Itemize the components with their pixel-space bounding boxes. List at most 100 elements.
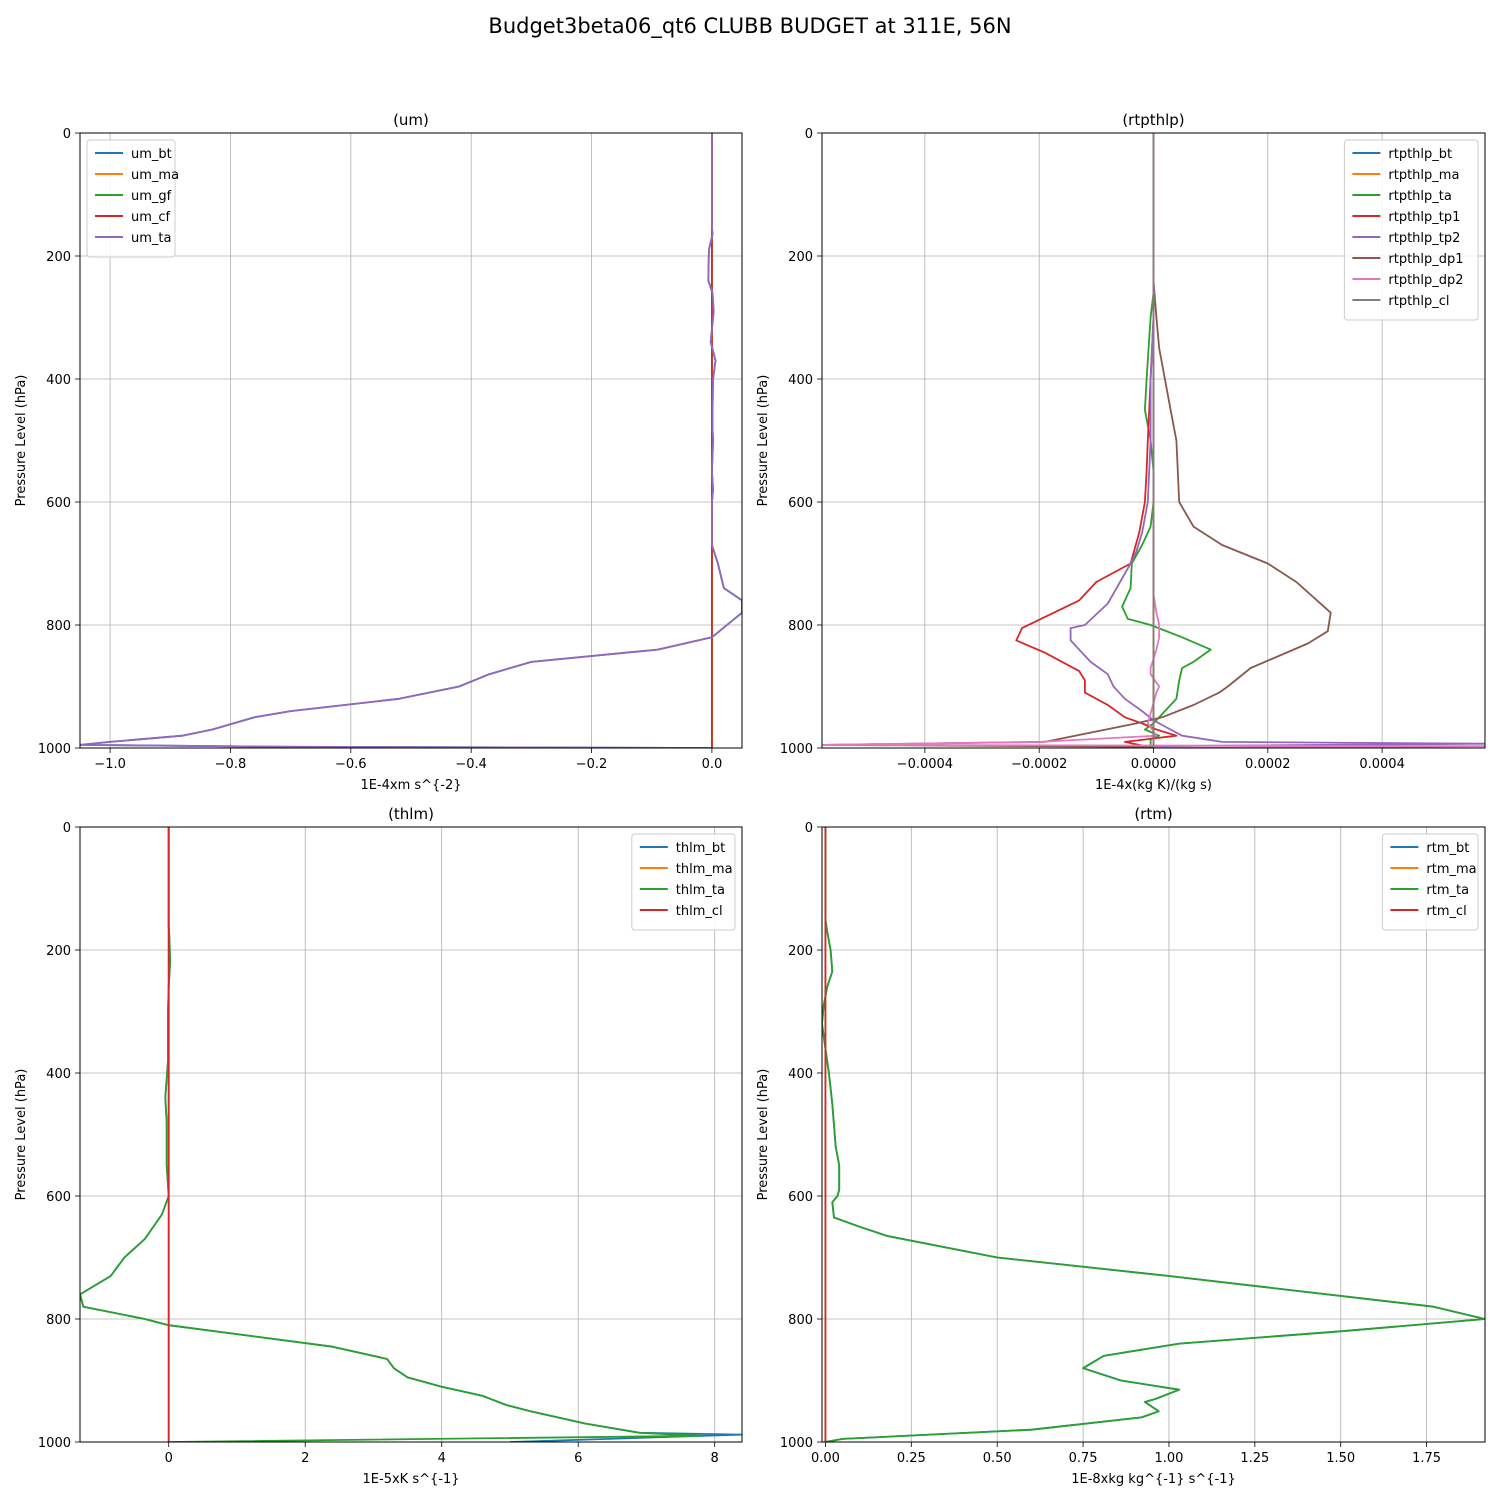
legend-label: rtm_ma <box>1426 862 1476 877</box>
x-axis-label: 1E-8xkg kg^{-1} s^{-1} <box>1071 1472 1236 1487</box>
legend: rtpthlp_bt rtpthlp_ma rtpthlp_ta rtpthlp_tp… <box>1343 139 1479 321</box>
y-axis-label: Pressure Level (hPa) <box>14 1069 29 1201</box>
legend-frame <box>1381 833 1479 931</box>
legend-label: thlm_bt <box>676 841 725 856</box>
series-group <box>822 827 1485 1442</box>
x-tick-label: 1.50 <box>1326 1451 1355 1466</box>
legend-frame <box>631 833 736 931</box>
legend-label: rtm_cl <box>1426 904 1466 919</box>
x-tick-label: 0.0000 <box>1131 757 1177 772</box>
y-axis-label: Pressure Level (hPa) <box>756 375 771 507</box>
series-line-um_ta <box>80 133 742 748</box>
x-tick-label: 0.0002 <box>1245 757 1291 772</box>
series-line-rtm_ta <box>822 827 1485 1442</box>
series-line-rtpthlp_tp2 <box>1069 133 1485 748</box>
legend-frame <box>86 139 176 258</box>
series-group <box>822 133 1485 748</box>
x-tick-label: −0.6 <box>335 757 367 772</box>
x-tick-label: −1.0 <box>94 757 126 772</box>
y-tick-label: 1000 <box>38 1436 71 1451</box>
x-tick-label: 2 <box>301 1451 309 1466</box>
x-tick-label: −0.4 <box>455 757 487 772</box>
axes-frame <box>79 132 743 749</box>
panel-title: (rtm) <box>1134 805 1172 823</box>
legend-label: rtpthlp_ta <box>1388 189 1451 204</box>
series-line-um_bt <box>80 133 742 748</box>
series-line-rtpthlp_ta <box>1121 133 1212 748</box>
y-tick-label: 200 <box>46 250 71 265</box>
legend-label: thlm_ma <box>676 862 733 877</box>
y-tick-label: 0 <box>805 821 813 836</box>
legend-label: um_ta <box>131 231 171 246</box>
legend: thlm_bt thlm_ma thlm_ta thlm_cl <box>631 833 736 931</box>
x-tick-label: 0.0 <box>702 757 723 772</box>
panel-title: (thlm) <box>388 805 434 823</box>
legend-label: rtpthlp_ma <box>1388 168 1459 183</box>
y-tick-label: 400 <box>788 1067 813 1082</box>
legend-label: rtm_ta <box>1426 883 1469 898</box>
series-line-rtpthlp_dp1 <box>822 133 1332 748</box>
x-axis-label: 1E-4xm s^{-2} <box>360 778 461 793</box>
x-tick-label: 0.25 <box>897 1451 926 1466</box>
y-tick-label: 200 <box>788 250 813 265</box>
legend-label: thlm_ta <box>676 883 725 898</box>
y-tick-label: 800 <box>788 1313 813 1328</box>
x-tick-label: 4 <box>438 1451 446 1466</box>
x-tick-label: 0.00 <box>811 1451 840 1466</box>
y-tick-label: 1000 <box>38 742 71 757</box>
axes-frame <box>79 826 743 1443</box>
x-tick-label: 8 <box>711 1451 719 1466</box>
y-tick-label: 0 <box>63 127 71 142</box>
panel-title: (rtpthlp) <box>1122 111 1184 129</box>
chart-panel-4: 0.00 0.25 0.50 0.75 1.00 1.25 1.50 1.75 0 200 400 6… <box>756 805 1486 1487</box>
y-tick-label: 800 <box>46 1313 71 1328</box>
series-line-rtpthlp_tp1 <box>1015 133 1178 748</box>
legend-label: um_cf <box>131 210 171 225</box>
legend-label: rtm_bt <box>1426 841 1469 856</box>
y-tick-label: 600 <box>46 1190 71 1205</box>
y-axis-label: Pressure Level (hPa) <box>756 1069 771 1201</box>
x-axis-label: 1E-5xK s^{-1} <box>363 1472 460 1487</box>
legend-label: um_ma <box>131 168 179 183</box>
axes-frame <box>821 826 1486 1443</box>
legend-label: rtpthlp_tp1 <box>1388 210 1460 225</box>
y-tick-label: 400 <box>788 373 813 388</box>
x-tick-label: 1.00 <box>1154 1451 1183 1466</box>
series-line-thlm_ta <box>80 827 702 1442</box>
y-tick-label: 200 <box>46 944 71 959</box>
legend-label: rtpthlp_dp2 <box>1388 273 1463 288</box>
y-tick-label: 0 <box>805 127 813 142</box>
legend: rtm_bt rtm_ma rtm_ta rtm_cl <box>1381 833 1479 931</box>
y-tick-label: 600 <box>788 496 813 511</box>
x-tick-label: −0.0002 <box>1011 757 1067 772</box>
legend-frame <box>1343 139 1479 321</box>
x-tick-label: 1.75 <box>1412 1451 1441 1466</box>
y-tick-label: 1000 <box>780 742 813 757</box>
x-tick-label: 0.0004 <box>1359 757 1405 772</box>
y-tick-label: 200 <box>788 944 813 959</box>
y-axis-label: Pressure Level (hPa) <box>14 375 29 507</box>
legend-label: rtpthlp_dp1 <box>1388 252 1463 267</box>
legend-label: um_bt <box>131 147 172 162</box>
figure-title: Budget3beta06_qt6 CLUBB BUDGET at 311E, … <box>488 14 1012 38</box>
chart-panel-1: −1.0 −0.8 −0.6 −0.4 −0.2 0.0 0 200 400 600 800 1000… <box>14 111 743 793</box>
legend-label: rtpthlp_cl <box>1388 294 1449 309</box>
x-tick-label: 0.75 <box>1069 1451 1098 1466</box>
series-group <box>80 827 742 1442</box>
y-tick-label: 400 <box>46 373 71 388</box>
chart-panel-3: 0 2 4 6 8 0 200 400 600 800 1000 (thlm) 1E-5xK s^{-1… <box>14 805 743 1487</box>
legend-label: rtpthlp_bt <box>1388 147 1452 162</box>
x-tick-label: 6 <box>574 1451 582 1466</box>
legend-label: um_gf <box>131 189 172 204</box>
y-tick-label: 400 <box>46 1067 71 1082</box>
x-tick-label: 0 <box>165 1451 173 1466</box>
y-tick-label: 600 <box>46 496 71 511</box>
x-tick-label: −0.0004 <box>897 757 953 772</box>
series-group <box>80 133 742 748</box>
legend-label: thlm_cl <box>676 904 723 919</box>
y-tick-label: 800 <box>788 619 813 634</box>
x-axis-label: 1E-4x(kg K)/(kg s) <box>1095 778 1212 793</box>
y-tick-label: 600 <box>788 1190 813 1205</box>
y-tick-label: 1000 <box>780 1436 813 1451</box>
